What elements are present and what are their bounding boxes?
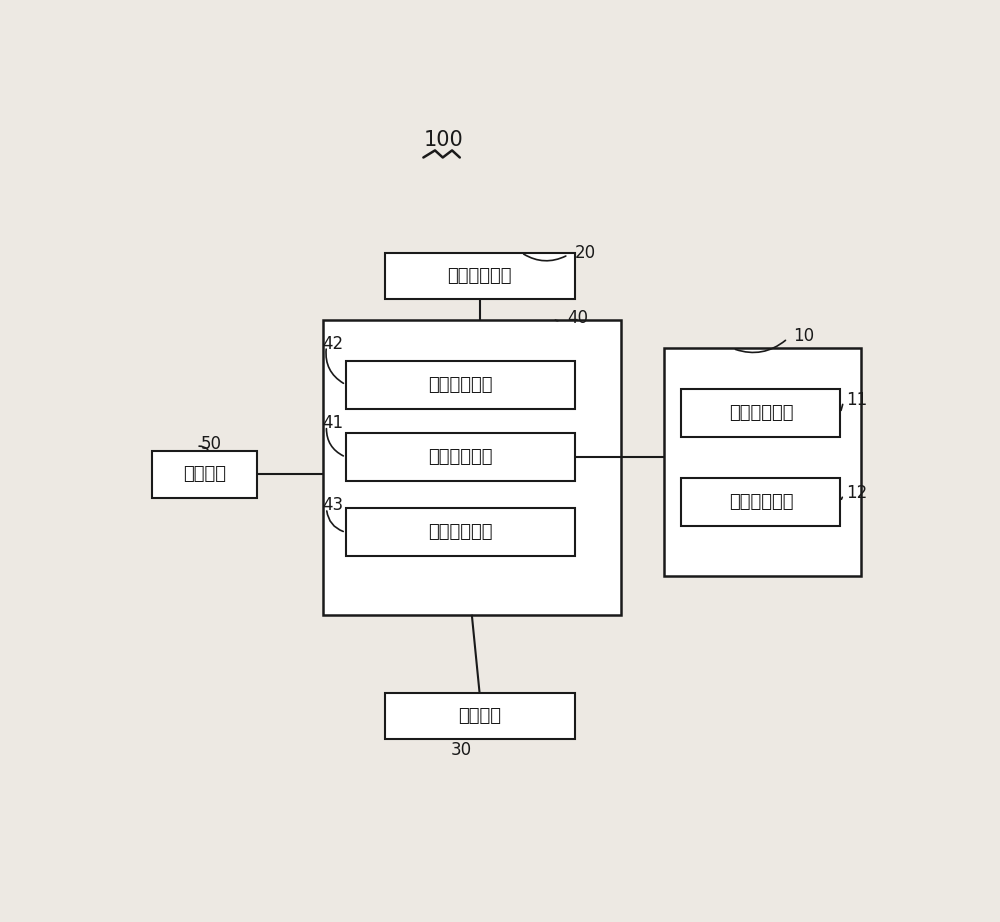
Text: 激光发射装置: 激光发射装置 <box>729 404 793 422</box>
Text: 光源控制模块: 光源控制模块 <box>428 448 492 467</box>
Text: 43: 43 <box>323 496 344 514</box>
Text: 41: 41 <box>323 414 344 432</box>
Text: 100: 100 <box>423 130 463 150</box>
Text: 42: 42 <box>323 335 344 352</box>
Bar <box>681 478 840 526</box>
Bar <box>681 389 840 437</box>
Bar <box>346 361 574 408</box>
Bar <box>385 692 574 739</box>
Text: 刹车控制模块: 刹车控制模块 <box>428 524 492 541</box>
Text: 20: 20 <box>574 243 596 262</box>
Bar <box>152 452 257 498</box>
Bar <box>346 433 574 481</box>
Bar <box>323 320 621 615</box>
Text: 激光接收装置: 激光接收装置 <box>729 493 793 511</box>
Text: 启动模块: 启动模块 <box>183 466 226 483</box>
Text: 40: 40 <box>567 309 588 327</box>
Text: 11: 11 <box>846 391 867 408</box>
Text: 影像控制模块: 影像控制模块 <box>428 375 492 394</box>
Text: 30: 30 <box>450 740 472 759</box>
Bar <box>664 349 861 575</box>
Text: 10: 10 <box>793 327 814 346</box>
Text: 刹车系统: 刹车系统 <box>458 707 501 725</box>
Text: 12: 12 <box>846 483 867 502</box>
Text: 50: 50 <box>201 435 222 454</box>
Bar <box>346 508 574 557</box>
Text: 影像获取系统: 影像获取系统 <box>447 266 512 285</box>
Bar <box>385 253 574 299</box>
